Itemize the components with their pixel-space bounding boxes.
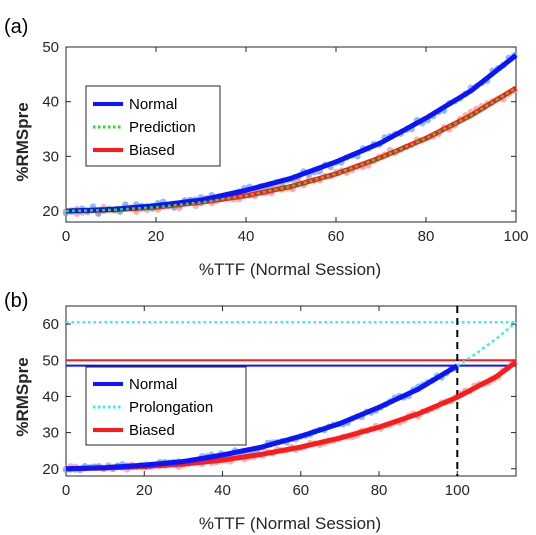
x-tick-label: 40 [214, 482, 231, 499]
panel-a: (a) %RMSpre %TTF (Normal Session) 0 20 40 6… [4, 16, 529, 279]
y-tick-label: 40 [42, 94, 59, 111]
x-tick-label: 60 [328, 228, 345, 245]
panel-a-label: (a) [4, 16, 28, 38]
y-tick-label: 60 [42, 316, 59, 333]
legend-label-normal: Normal [129, 96, 177, 113]
series-line-normal [65, 363, 459, 472]
y-tick-label: 20 [42, 203, 59, 220]
panel-a-ylabel: %RMSpre [13, 102, 32, 181]
x-tick-label: 100 [503, 228, 528, 245]
panel-b-legend: Normal Prolongation Biased [85, 366, 247, 446]
axes-box [65, 46, 517, 223]
y-tick-label: 20 [42, 461, 59, 478]
x-tick-label: 20 [136, 482, 153, 499]
x-tick-label: 80 [371, 482, 388, 499]
x-tick-label: 0 [62, 482, 70, 499]
y-tick-label: 30 [42, 148, 59, 165]
panel-b: (b) %RMSpre %TTF (Normal Session) 0 20 40 6… [4, 290, 518, 533]
panel-b-label: (b) [4, 290, 28, 312]
y-tick-label: 40 [42, 388, 59, 405]
x-tick-label: 60 [292, 482, 309, 499]
y-tick-label: 50 [42, 352, 59, 369]
x-tick-label: 20 [148, 228, 165, 245]
x-tick-label: 100 [445, 482, 470, 499]
x-tick-label: 40 [238, 228, 255, 245]
legend-label-normal: Normal [129, 376, 177, 393]
series-line-normal [65, 53, 518, 214]
panel-b-ylabel: %RMSpre [13, 357, 32, 436]
x-tick-label: 0 [62, 228, 70, 245]
y-tick-label: 30 [42, 425, 59, 442]
legend-label-prolongation: Prolongation [129, 399, 213, 416]
y-tick-label: 50 [42, 39, 59, 56]
panel-a-xlabel: %TTF (Normal Session) [199, 260, 381, 279]
legend-label-biased: Biased [129, 142, 175, 159]
legend-label-prediction: Prediction [129, 119, 196, 136]
x-tick-label: 80 [418, 228, 435, 245]
panel-b-xlabel: %TTF (Normal Session) [199, 514, 381, 533]
legend-label-biased: Biased [129, 422, 175, 439]
axes-box [65, 305, 517, 477]
series-line-prolongation [456, 321, 517, 367]
panel-a-legend: Normal Prediction Biased [85, 85, 221, 167]
